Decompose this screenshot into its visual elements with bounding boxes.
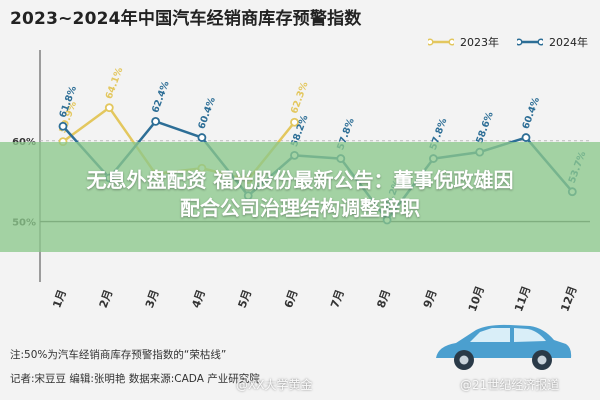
x-tick-label: 8月 (375, 288, 394, 310)
data-label: 60.4% (196, 95, 218, 130)
x-tick-label: 7月 (328, 288, 347, 310)
chart-title: 2023~2024年中国汽车经销商库存预警指数 (10, 9, 362, 29)
data-label: 62.4% (150, 79, 172, 114)
x-tick-label: 10月 (466, 284, 487, 313)
legend-item-2023: 2023年 (428, 34, 499, 50)
legend: 2023年 2024年 (428, 34, 588, 50)
data-point (58, 121, 68, 131)
news-headline-line-1: 无息外盘配资 福光股份最新公告：董事倪政雄因 (86, 168, 514, 192)
car-illustration-icon (436, 324, 572, 370)
legend-label-2024: 2024年 (549, 36, 588, 49)
news-headline: 无息外盘配资 福光股份最新公告：董事倪政雄因 配合公司治理结构调整辞职 (0, 166, 600, 222)
data-label: 61.8% (57, 84, 79, 119)
watermark-right: @21世纪经济报道 (460, 378, 560, 392)
x-tick-label: 1月 (50, 288, 69, 310)
data-point (197, 133, 207, 142)
data-label: 64.1% (104, 66, 126, 101)
x-tick-label: 9月 (421, 288, 440, 310)
x-tick-label: 4月 (189, 288, 208, 310)
data-label: 58.6% (474, 110, 496, 145)
legend-swatch-2023 (428, 38, 454, 46)
legend-item-2024: 2024年 (517, 34, 588, 50)
x-tick-label: 12月 (558, 284, 579, 313)
x-tick-label: 2月 (97, 288, 116, 310)
data-point (290, 117, 299, 127)
news-headline-line-2: 配合公司治理结构调整辞职 (180, 196, 420, 220)
legend-swatch-2024 (517, 38, 543, 46)
news-banner (0, 142, 600, 252)
data-point (521, 133, 531, 142)
x-tick-label: 3月 (143, 288, 162, 310)
x-tick-label: 11月 (512, 284, 533, 313)
x-tick-label: 6月 (282, 288, 301, 310)
footer-credits: 记者:宋豆豆 编辑:张明艳 数据来源:CADA 产业研究院 (10, 373, 260, 385)
data-label: 62.3% (289, 80, 311, 115)
data-label: 60.4% (520, 95, 542, 130)
footer-note: 注:50%为汽车经销商库存预警指数的“荣枯线” (10, 349, 227, 361)
x-tick-label: 5月 (236, 288, 255, 310)
watermark-left: @XX大学黄金 (236, 378, 313, 392)
data-point (104, 103, 114, 113)
data-point (151, 117, 161, 126)
legend-label-2023: 2023年 (460, 36, 499, 49)
